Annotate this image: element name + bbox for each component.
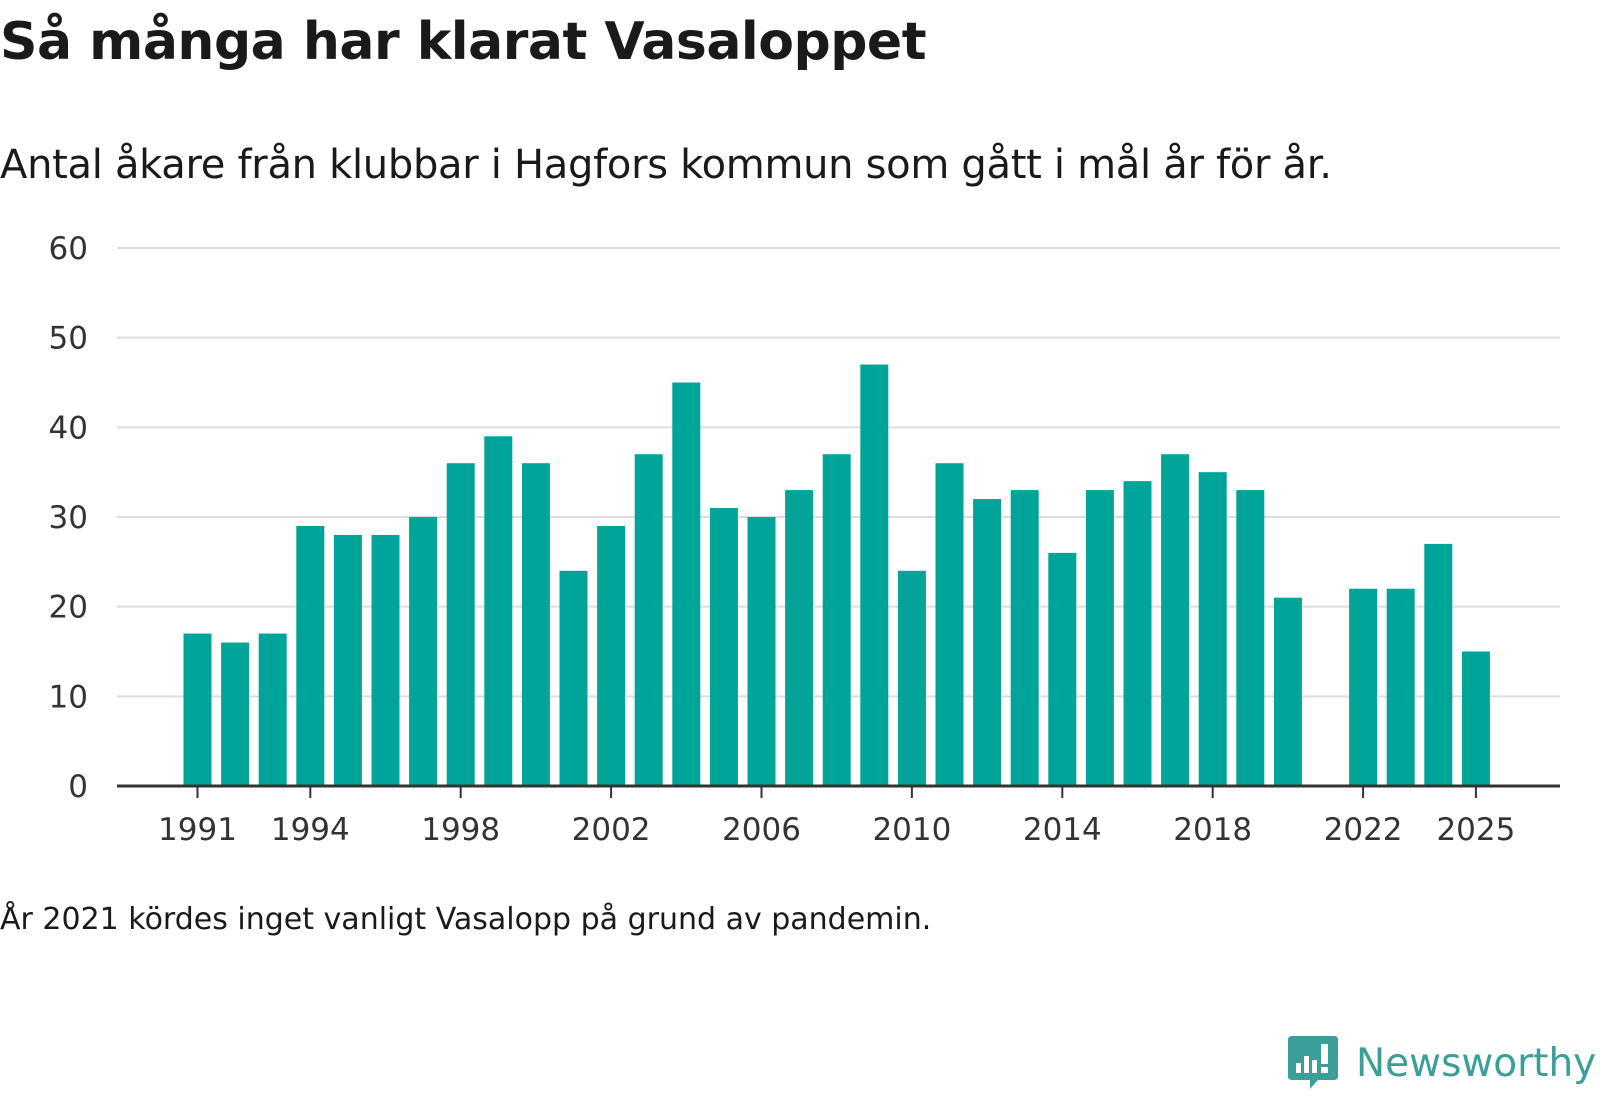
bar-2010 <box>897 570 926 786</box>
y-tick-label: 30 <box>49 500 88 536</box>
bar-2000 <box>521 463 550 786</box>
bar-2023 <box>1386 588 1415 786</box>
x-tick-label: 2025 <box>1436 812 1515 848</box>
bar-2002 <box>597 525 626 786</box>
bar-2014 <box>1048 552 1077 786</box>
y-tick-label: 60 <box>49 231 88 267</box>
bar-2019 <box>1236 490 1265 786</box>
bar-chart: 0 10 20 30 40 50 60 1991 1994 1998 2002 2006 2010 20… <box>49 231 1560 848</box>
x-tick-label: 1994 <box>271 812 350 848</box>
bar-2016 <box>1123 481 1152 786</box>
x-tick-label: 1991 <box>158 812 237 848</box>
bar-1992 <box>221 642 250 786</box>
newsworthy-logo-icon <box>1288 1036 1338 1089</box>
bar-2012 <box>973 499 1002 786</box>
x-tick-label: 2002 <box>572 812 651 848</box>
bar-2024 <box>1424 543 1453 786</box>
bar-2007 <box>785 490 814 786</box>
bar-2008 <box>822 454 851 786</box>
chart-title: Så många har klarat Vasaloppet <box>0 12 927 72</box>
bar-2001 <box>559 570 588 786</box>
y-tick-labels: 0 10 20 30 40 50 60 <box>49 231 88 805</box>
bar-2009 <box>860 364 889 786</box>
x-axis <box>117 784 1560 798</box>
bar-2011 <box>935 463 964 786</box>
bar-2020 <box>1273 597 1302 786</box>
x-tick-label: 2014 <box>1023 812 1102 848</box>
chart-subtitle: Antal åkare från klubbar i Hagfors kommu… <box>0 142 1332 188</box>
x-tick-label: 1998 <box>421 812 500 848</box>
y-tick-label: 50 <box>49 321 88 357</box>
x-tick-label: 2022 <box>1324 812 1403 848</box>
bar-2013 <box>1010 490 1039 786</box>
bar-1996 <box>371 534 400 786</box>
bar-2022 <box>1349 588 1378 786</box>
bar-1998 <box>446 463 475 786</box>
bars <box>183 364 1490 786</box>
x-tick-label: 2006 <box>722 812 801 848</box>
bar-2017 <box>1161 454 1190 786</box>
bar-1999 <box>484 436 513 786</box>
y-tick-label: 0 <box>68 769 88 805</box>
bar-1994 <box>296 525 325 786</box>
newsworthy-wordmark: Newsworthy <box>1356 1040 1597 1086</box>
bar-1995 <box>333 534 362 786</box>
y-tick-label: 40 <box>49 410 88 446</box>
bar-2018 <box>1198 472 1227 786</box>
x-tick-labels: 1991 1994 1998 2002 2006 2010 2014 2018 2022 2025 <box>158 812 1515 848</box>
newsworthy-logo[interactable]: Newsworthy <box>1288 1036 1596 1090</box>
bar-2003 <box>634 454 663 786</box>
y-tick-label: 20 <box>49 590 88 626</box>
bar-2005 <box>709 508 738 786</box>
x-tick-label: 2018 <box>1173 812 1252 848</box>
bar-1997 <box>409 517 438 786</box>
bar-1993 <box>258 633 287 786</box>
footnote: År 2021 kördes inget vanligt Vasalopp på… <box>0 902 932 937</box>
bar-2006 <box>747 517 776 786</box>
bar-2015 <box>1085 490 1114 786</box>
bar-2025 <box>1461 651 1490 786</box>
bar-1991 <box>183 633 212 786</box>
y-tick-label: 10 <box>49 679 88 715</box>
bar-2004 <box>672 382 701 786</box>
x-tick-label: 2010 <box>872 812 951 848</box>
